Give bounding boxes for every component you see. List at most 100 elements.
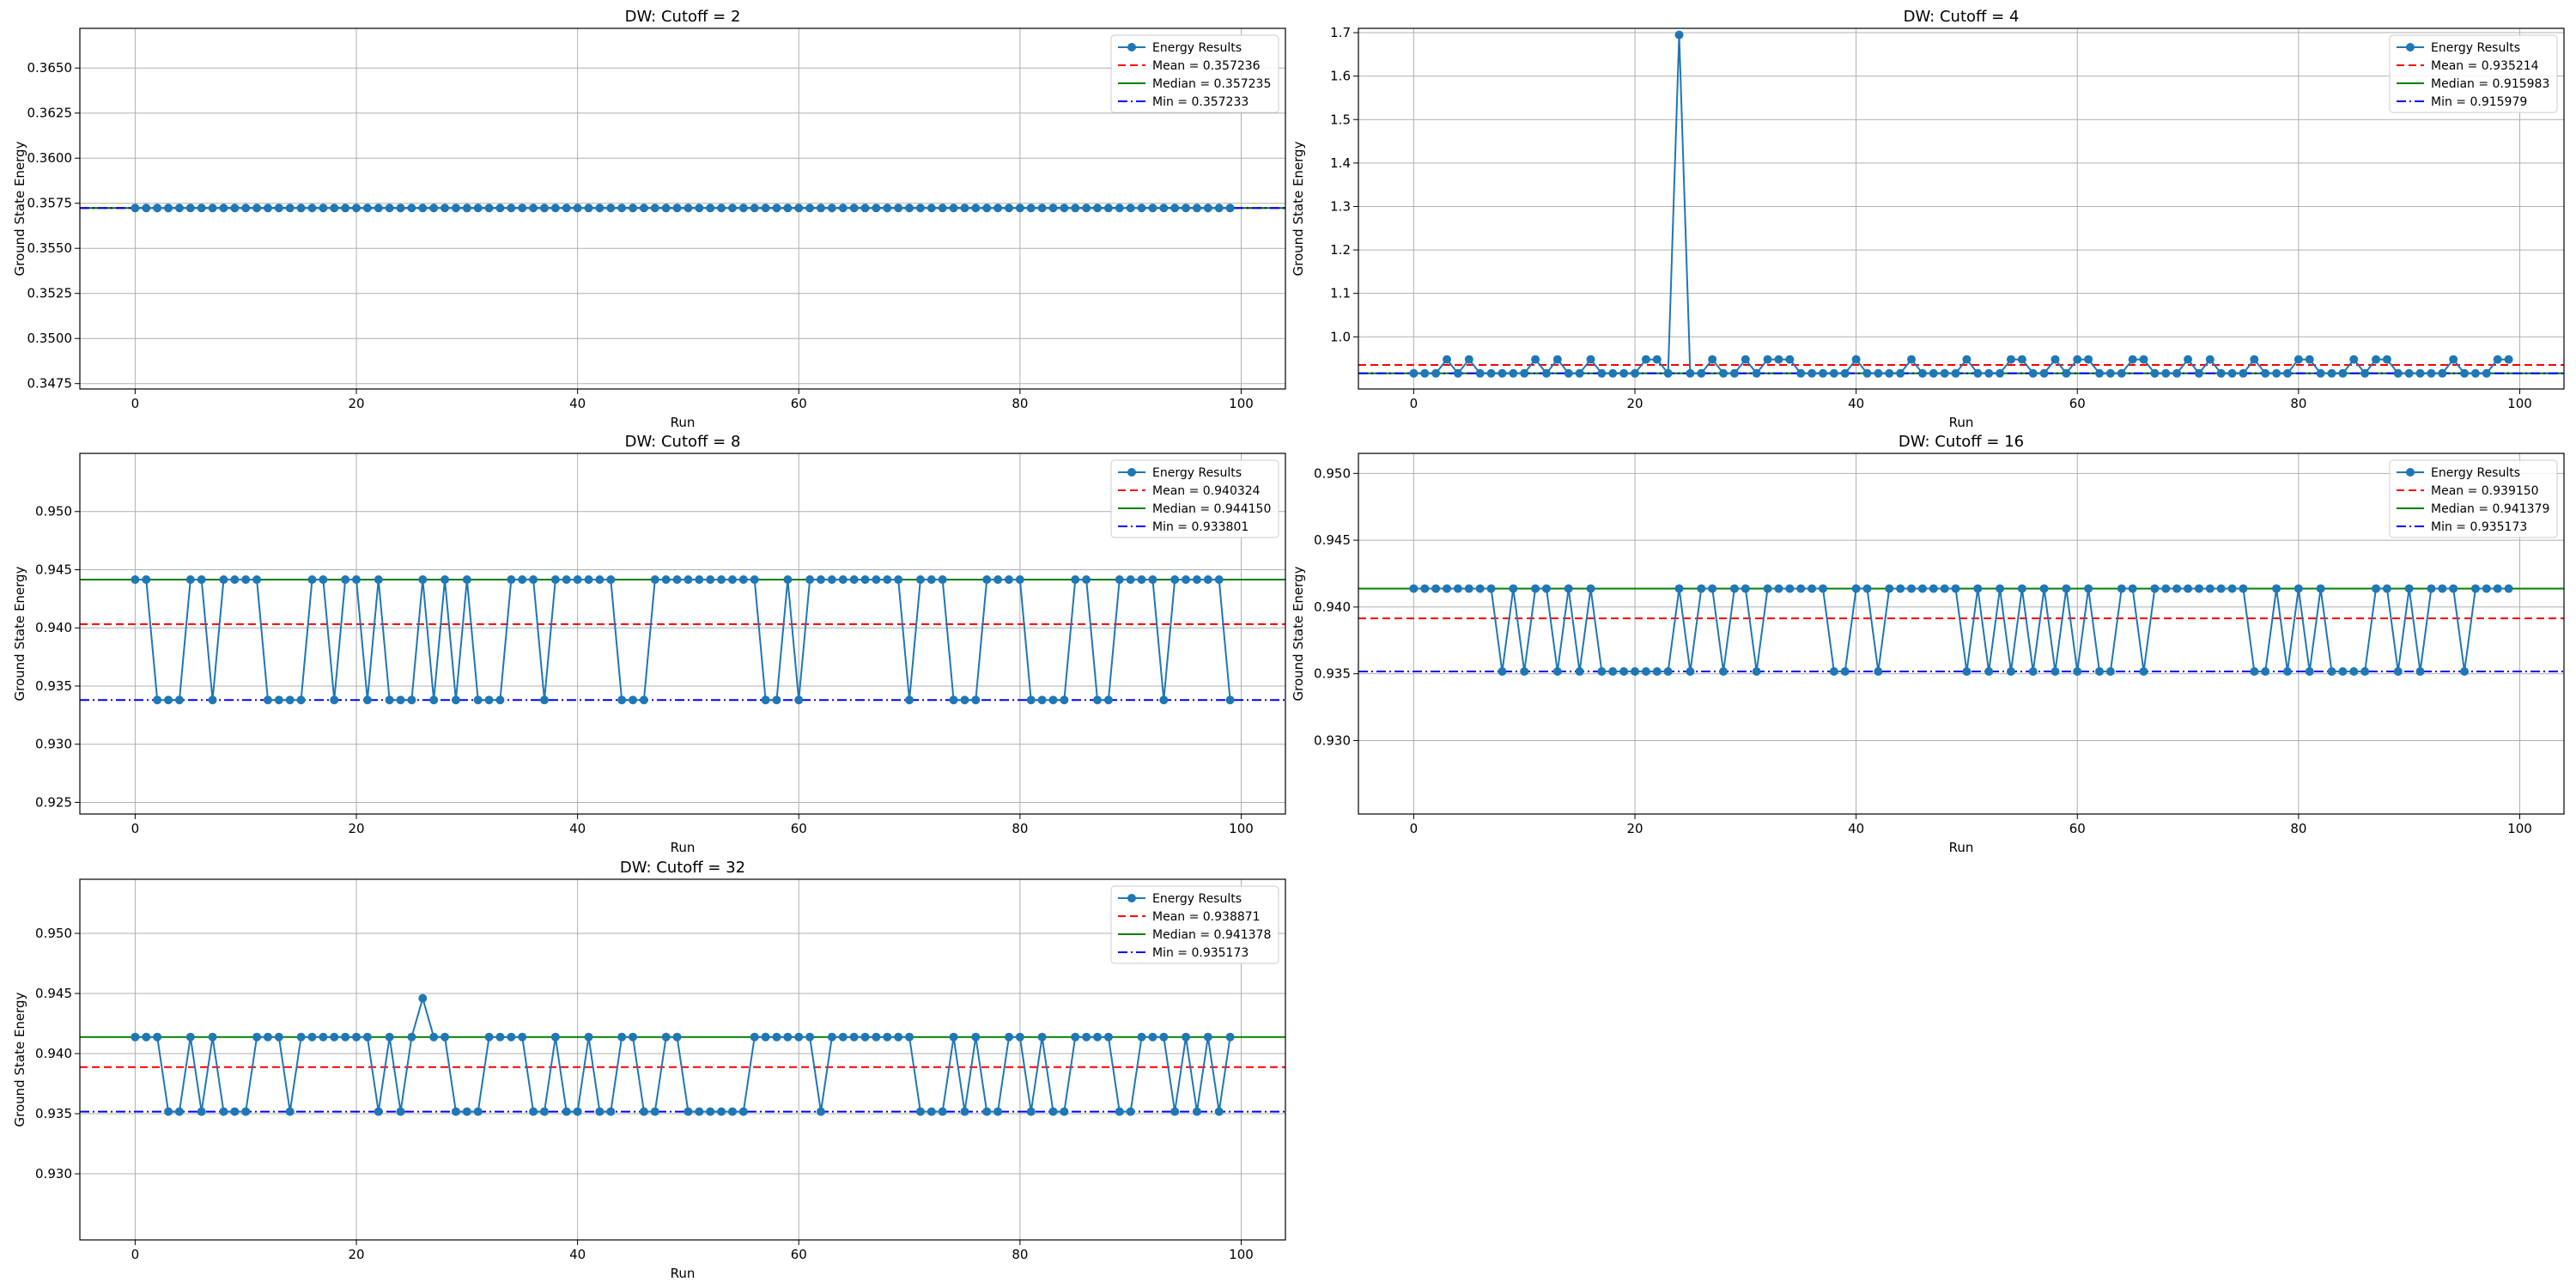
legend-entry-energy-results: Energy Results <box>2431 41 2520 55</box>
data-point <box>2172 368 2182 378</box>
data-point <box>606 575 616 584</box>
data-point <box>639 204 648 213</box>
data-point <box>550 575 560 584</box>
data-point <box>1597 368 1607 378</box>
data-point <box>1060 696 1069 705</box>
data-point <box>252 575 262 584</box>
data-point <box>1137 575 1146 584</box>
data-point <box>1752 666 1761 676</box>
data-point <box>993 575 1003 584</box>
y-tick-label: 0.930 <box>35 737 72 752</box>
data-point <box>562 1107 571 1116</box>
data-point <box>1214 204 1224 213</box>
data-point <box>629 204 638 213</box>
data-point <box>717 575 726 584</box>
data-point <box>1037 1032 1047 1042</box>
x-tick-label: 100 <box>1229 1247 1254 1262</box>
data-point <box>1885 584 1894 593</box>
data-point <box>2305 666 2314 676</box>
legend-entry-energy-results: Energy Results <box>1152 466 1242 480</box>
data-point <box>2050 355 2060 364</box>
data-point <box>573 575 582 584</box>
data-point <box>462 575 471 584</box>
data-point <box>418 993 428 1003</box>
x-tick-label: 100 <box>2507 821 2532 836</box>
data-point <box>1137 204 1146 213</box>
y-tick-label: 0.3475 <box>27 376 73 392</box>
data-point <box>296 204 306 213</box>
data-point <box>518 575 527 584</box>
data-point <box>883 204 892 213</box>
data-point <box>650 575 659 584</box>
data-point <box>2338 368 2348 378</box>
data-point <box>683 204 693 213</box>
data-point <box>717 1107 726 1116</box>
x-tick-label: 60 <box>791 396 807 411</box>
data-point <box>185 1032 195 1042</box>
data-point <box>2393 666 2403 676</box>
data-point <box>1874 368 1883 378</box>
y-axis-label: Ground State Energy <box>12 141 27 276</box>
data-point <box>362 204 372 213</box>
data-point <box>1060 1107 1069 1116</box>
data-point <box>1940 584 1949 593</box>
data-point <box>2250 666 2259 676</box>
data-point <box>772 204 781 213</box>
data-point <box>440 575 450 584</box>
data-point <box>1148 204 1157 213</box>
data-point <box>905 696 914 705</box>
data-point <box>462 1107 471 1116</box>
data-point <box>241 575 251 584</box>
data-point <box>1409 368 1419 378</box>
data-point <box>2227 584 2237 593</box>
data-point <box>949 696 958 705</box>
data-point <box>1037 696 1047 705</box>
data-point <box>1182 1032 1191 1042</box>
legend-entry-mean: Mean = 0.938871 <box>1152 910 1261 924</box>
data-point <box>672 1032 682 1042</box>
y-tick-label: 0.3600 <box>27 150 73 166</box>
legend-marker <box>1127 894 1136 902</box>
data-point <box>938 1107 947 1116</box>
data-point <box>518 204 527 213</box>
data-point <box>362 696 372 705</box>
data-point <box>1071 1032 1080 1042</box>
data-point <box>484 1032 494 1042</box>
data-point <box>2415 666 2425 676</box>
data-point <box>1026 204 1036 213</box>
data-point <box>2161 584 2171 593</box>
data-point <box>2028 368 2038 378</box>
data-point <box>131 1032 140 1042</box>
data-point <box>860 1032 870 1042</box>
x-tick-label: 60 <box>2069 821 2086 836</box>
data-point <box>1115 575 1124 584</box>
x-axis-label: Run <box>1949 840 1974 855</box>
data-point <box>1498 666 1507 676</box>
data-point <box>1126 204 1135 213</box>
data-point <box>1729 368 1739 378</box>
data-point <box>783 1032 793 1042</box>
data-point <box>1420 368 1430 378</box>
series-line-energy-results <box>135 994 1231 1113</box>
data-point <box>2205 584 2215 593</box>
data-point <box>2360 666 2370 676</box>
x-tick-label: 80 <box>1012 1247 1028 1262</box>
data-point <box>495 696 505 705</box>
x-axis-label: Run <box>1949 415 1974 430</box>
data-point <box>2161 368 2171 378</box>
data-point <box>1752 368 1761 378</box>
data-point <box>529 1107 538 1116</box>
data-point <box>407 696 416 705</box>
legend-marker <box>1127 43 1136 52</box>
data-point <box>1984 368 1994 378</box>
data-point <box>1796 584 1806 593</box>
legend: Energy Results Mean = 0.939150 Median = 0.… <box>2389 459 2558 538</box>
y-tick-label: 1.5 <box>1330 112 1351 127</box>
data-point <box>1697 584 1706 593</box>
data-point <box>1015 575 1024 584</box>
y-tick-label: 0.3500 <box>27 331 73 346</box>
data-point <box>1674 30 1684 39</box>
data-point <box>827 1032 836 1042</box>
y-tick-label: 0.3650 <box>27 60 73 76</box>
data-point <box>805 575 815 584</box>
